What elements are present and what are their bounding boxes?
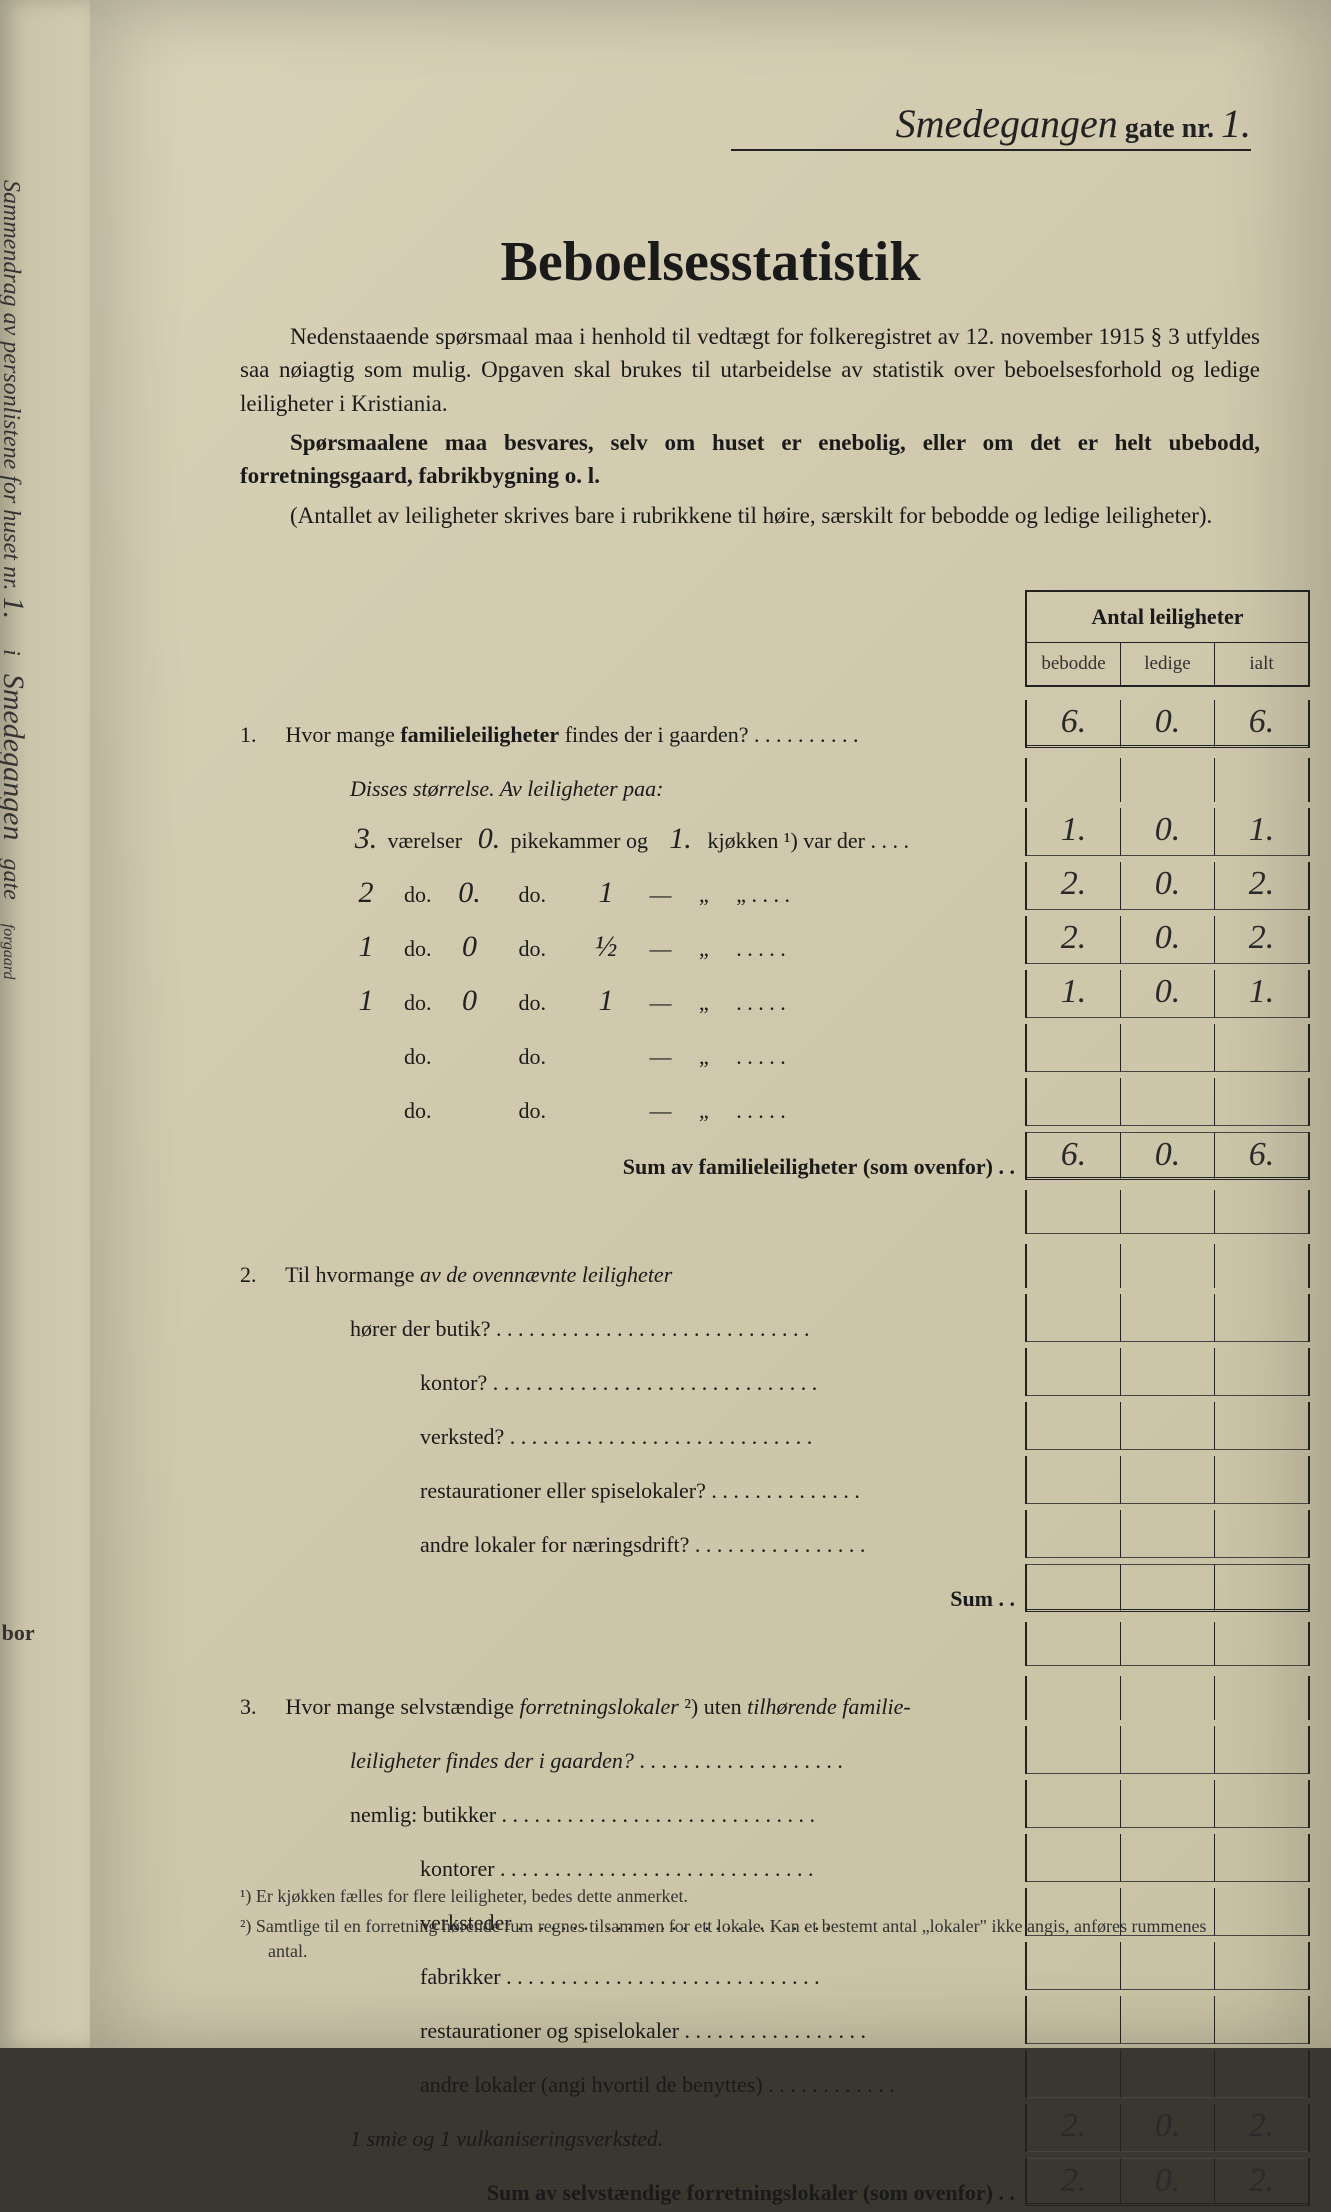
rooms-row-4: 1 do. 0 do. 1 — „ . . . . . 1. 0. 1. xyxy=(240,970,1310,1024)
spine-nr-hw: 1. xyxy=(0,597,30,620)
intro-p3: (Antallet av leiligheter skrives bare i … xyxy=(240,499,1260,532)
rooms-row-6: do. do. — „ . . . . . xyxy=(240,1078,1310,1132)
left-spine: Sammendrag av personlistene for huset nr… xyxy=(0,0,90,2048)
spine-forgaard: forgaard xyxy=(0,924,17,980)
hw-extra-text: 1 smie og 1 vulkaniseringsverksted. xyxy=(240,2126,1025,2152)
q1-ialt: 6. xyxy=(1215,700,1308,748)
col-ledige: ledige xyxy=(1121,643,1215,685)
q1-ledige: 0. xyxy=(1121,700,1215,748)
page-title: Beboelsesstatistik xyxy=(90,230,1331,294)
footnote-1: ¹) Er kjøkken fælles for flere leilighet… xyxy=(240,1884,1240,1909)
q3-line6: andre lokaler (angi hvortil de benyttes)… xyxy=(240,2050,1310,2104)
q3-header-row: 3. Hvor mange selvstændige forretningslo… xyxy=(240,1672,1310,1726)
q2-line5: andre lokaler for næringsdrift? . . . . … xyxy=(240,1510,1310,1564)
q1-bebodde: 6. xyxy=(1027,700,1121,748)
intro-p1: Nedenstaaende spørsmaal maa i henhold ti… xyxy=(240,320,1260,420)
table-rows: 1. Hvor mange familieleiligheter findes … xyxy=(240,700,1310,2212)
q1-sub-label: Disses størrelse. Av leiligheter paa: xyxy=(240,776,1025,802)
street-name-handwritten: Smedegangen xyxy=(896,101,1118,146)
intro-p2: Spørsmaalene maa besvares, selv om huset… xyxy=(240,430,1260,488)
rooms-row-5: do. do. — „ . . . . . xyxy=(240,1024,1310,1078)
q2-header-row: 2. Til hvormange av de ovennævnte leilig… xyxy=(240,1240,1310,1294)
antal-header: Antal leiligheter xyxy=(1025,590,1310,643)
footnotes: ¹) Er kjøkken fælles for flere leilighet… xyxy=(240,1884,1240,1968)
q2-sum: Sum . . xyxy=(240,1564,1310,1618)
spine-i: i xyxy=(0,649,24,656)
q3-line2: kontorer . . . . . . . . . . . . . . . .… xyxy=(240,1834,1310,1888)
q1-sub-label-row: Disses størrelse. Av leiligheter paa: xyxy=(240,754,1310,808)
q2-line1: hører der butik? . . . . . . . . . . . .… xyxy=(240,1294,1310,1348)
spine-bor-label: i bor xyxy=(0,1620,35,1646)
q3-line1: nemlig: butikker . . . . . . . . . . . .… xyxy=(240,1780,1310,1834)
rooms-row-2: 2 do. 0. do. 1 — „ „ . . . . 2. 0. 2. xyxy=(240,862,1310,916)
spine-prefix: Sammendrag av personlistene for huset nr… xyxy=(0,180,24,591)
hw-extra-row: 1 smie og 1 vulkaniseringsverksted. 2. 0… xyxy=(240,2104,1310,2158)
street-header-line: Smedegangen gate nr. 1. xyxy=(731,100,1251,151)
table-header: Antal leiligheter bebodde ledige ialt xyxy=(1025,590,1310,687)
rooms-row-3: 1 do. 0 do. ½ — „ . . . . . 2. 0. 2. xyxy=(240,916,1310,970)
q3-line5: restaurationer og spiselokaler . . . . .… xyxy=(240,1996,1310,2050)
rooms-row-1: 3. værelser 0. pikekammer og 1. kjøkken … xyxy=(240,808,1310,862)
q3-line0: leiligheter findes der i gaarden? . . . … xyxy=(240,1726,1310,1780)
col-bebodde: bebodde xyxy=(1027,643,1121,685)
gate-nr-handwritten: 1. xyxy=(1221,101,1251,146)
document-page: Smedegangen gate nr. 1. Beboelsesstatist… xyxy=(90,0,1331,2048)
col-ialt: ialt xyxy=(1215,643,1308,685)
q1-label: 1. Hvor mange familieleiligheter findes … xyxy=(240,722,1025,748)
sum1-row: Sum av familieleiligheter (som ovenfor) … xyxy=(240,1132,1310,1186)
q2-line2: kontor? . . . . . . . . . . . . . . . . … xyxy=(240,1348,1310,1402)
q2-line3: verksted? . . . . . . . . . . . . . . . … xyxy=(240,1402,1310,1456)
intro-block: Nedenstaaende spørsmaal maa i henhold ti… xyxy=(240,320,1260,538)
spine-vertical-text: Sammendrag av personlistene for huset nr… xyxy=(0,180,30,1780)
gate-nr-label: gate nr. xyxy=(1125,113,1214,144)
spine-street-hw: Smedegangen xyxy=(0,674,30,841)
sum3-row: Sum av selvstændige forretningslokaler (… xyxy=(240,2158,1310,2212)
q1-row: 1. Hvor mange familieleiligheter findes … xyxy=(240,700,1310,754)
spine-gate: gate xyxy=(0,858,24,899)
q2-line4: restaurationer eller spiselokaler? . . .… xyxy=(240,1456,1310,1510)
footnote-2: ²) Samtlige til en forretning hørende ru… xyxy=(240,1914,1240,1964)
